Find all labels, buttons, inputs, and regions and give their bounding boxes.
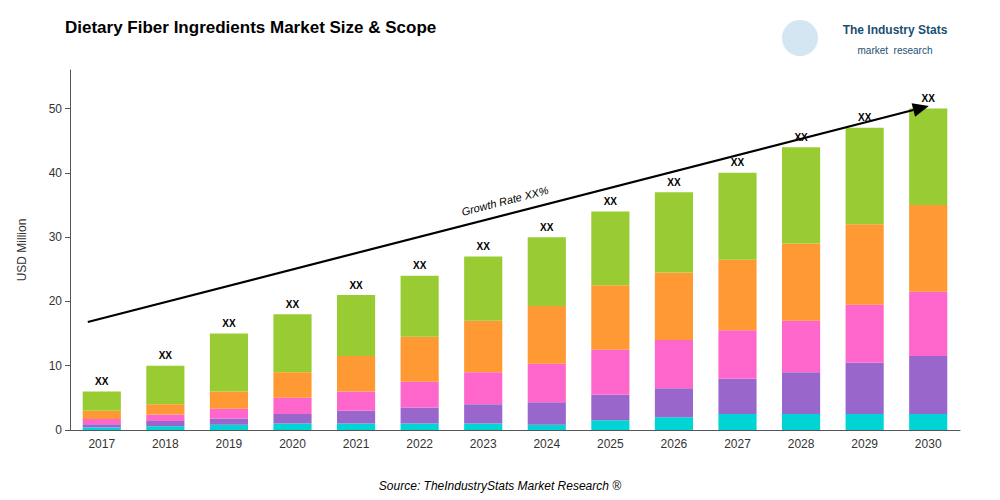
svg-text:2024: 2024: [533, 437, 560, 451]
svg-text:XX: XX: [222, 318, 236, 329]
svg-text:2020: 2020: [279, 437, 306, 451]
svg-text:2025: 2025: [597, 437, 624, 451]
svg-text:XX: XX: [667, 177, 681, 188]
svg-text:XX: XX: [604, 196, 618, 207]
svg-text:2028: 2028: [788, 437, 815, 451]
svg-text:XX: XX: [794, 131, 808, 143]
svg-text:market research: market research: [857, 45, 932, 56]
svg-text:2030: 2030: [915, 437, 942, 451]
svg-text:XX: XX: [159, 350, 173, 361]
svg-text:20: 20: [49, 294, 63, 308]
svg-text:XX: XX: [349, 280, 363, 291]
svg-text:Dietary Fiber Ingredients Mark: Dietary Fiber Ingredients Market Size & …: [65, 18, 436, 37]
svg-text:USD Million: USD Million: [15, 219, 29, 282]
svg-text:2019: 2019: [216, 437, 243, 451]
svg-text:Source: TheIndustryStats Marke: Source: TheIndustryStats Market Research…: [379, 479, 621, 493]
svg-text:2029: 2029: [851, 437, 878, 451]
svg-text:2021: 2021: [343, 437, 370, 451]
svg-text:2018: 2018: [152, 437, 179, 451]
svg-text:XX: XX: [858, 112, 872, 124]
svg-text:2026: 2026: [661, 437, 688, 451]
svg-text:XX: XX: [922, 93, 936, 104]
svg-text:50: 50: [49, 102, 63, 116]
svg-text:XX: XX: [477, 241, 491, 252]
svg-text:XX: XX: [540, 222, 554, 233]
svg-text:2023: 2023: [470, 437, 497, 451]
svg-text:10: 10: [49, 359, 63, 373]
svg-text:XX: XX: [286, 299, 300, 310]
svg-text:The Industry Stats: The Industry Stats: [843, 23, 948, 37]
svg-text:XX: XX: [731, 157, 745, 168]
svg-text:XX: XX: [95, 376, 109, 387]
svg-text:2017: 2017: [88, 437, 115, 451]
svg-text:40: 40: [49, 166, 63, 180]
svg-text:2022: 2022: [406, 437, 433, 451]
svg-text:30: 30: [49, 230, 63, 244]
svg-text:0: 0: [55, 423, 62, 437]
svg-text:XX: XX: [413, 260, 427, 271]
svg-text:Growth Rate XX%: Growth Rate XX%: [460, 184, 550, 218]
svg-text:2027: 2027: [724, 437, 751, 451]
